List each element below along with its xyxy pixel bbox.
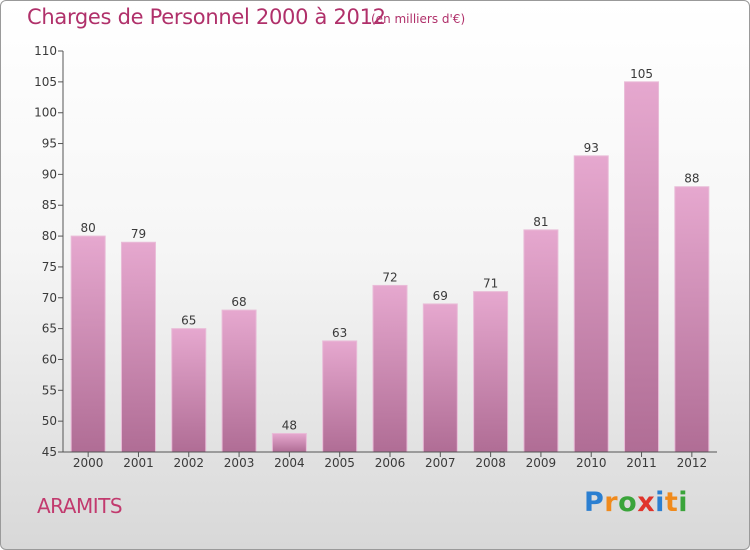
logo-letter: P <box>584 487 605 518</box>
logo-letter: t <box>664 487 679 518</box>
chart-title: Charges de Personnel 2000 à 2012 <box>27 5 386 29</box>
logo-letter: x <box>637 487 656 518</box>
chart-subtitle: (en milliers d'€) <box>371 12 466 26</box>
y-tick-label: 60 <box>42 352 57 366</box>
bar-value-label: 48 <box>282 418 297 432</box>
bar <box>271 432 307 453</box>
y-tick-label: 95 <box>42 137 57 151</box>
bar-value-label: 80 <box>81 221 96 235</box>
logo-letter: o <box>618 487 638 518</box>
y-tick-label: 75 <box>42 260 57 274</box>
y-tick-label: 105 <box>34 75 57 89</box>
y-tick-label: 65 <box>42 322 57 336</box>
x-axis: 2000 2001 2002 2003 2004 2005 2006 2007 2008 2009… <box>63 451 717 470</box>
bar-value-label: 72 <box>382 270 397 284</box>
bar-value-label: 71 <box>483 277 498 291</box>
y-tick-label: 80 <box>42 229 57 243</box>
bar-value-label: 79 <box>131 227 146 241</box>
bar <box>523 229 559 453</box>
x-tick-label: 2001 <box>123 456 154 470</box>
x-tick-label: 2000 <box>73 456 104 470</box>
bar <box>70 235 106 453</box>
y-tick-label: 90 <box>42 167 57 181</box>
bar <box>573 155 609 453</box>
bar-value-label: 69 <box>433 289 448 303</box>
y-tick-label: 45 <box>42 445 57 459</box>
y-tick-label: 100 <box>34 106 57 120</box>
bar <box>674 186 710 453</box>
proxiti-logo: Proxiti <box>584 487 688 518</box>
y-tick-label: 50 <box>42 414 57 428</box>
x-tick-label: 2010 <box>576 456 607 470</box>
x-tick-label: 2006 <box>375 456 406 470</box>
y-tick-label: 85 <box>42 198 57 212</box>
bars: 80 79 65 68 48 63 72 69 71 81 93 105 88 <box>70 67 710 453</box>
x-tick-label: 2008 <box>475 456 506 470</box>
logo-letter: r <box>604 487 619 518</box>
x-tick-label: 2009 <box>526 456 557 470</box>
bar <box>322 340 358 453</box>
x-tick-label: 2005 <box>324 456 355 470</box>
bar <box>221 309 257 453</box>
x-tick-label: 2003 <box>224 456 255 470</box>
bar-value-label: 93 <box>584 141 599 155</box>
bar <box>372 284 408 453</box>
logo-letter: i <box>678 487 689 518</box>
bar <box>171 328 207 453</box>
y-tick-label: 110 <box>34 44 57 58</box>
bar <box>624 81 660 453</box>
x-tick-label: 2011 <box>626 456 657 470</box>
y-tick-label: 70 <box>42 291 57 305</box>
y-tick-label: 55 <box>42 383 57 397</box>
bar-value-label: 68 <box>231 295 246 309</box>
commune-name: ARAMITS <box>37 494 123 518</box>
bar-value-label: 65 <box>181 314 196 328</box>
x-tick-label: 2007 <box>425 456 456 470</box>
y-axis: 45 50 55 60 65 70 75 80 85 90 95 100 105 110 <box>34 44 64 459</box>
bar <box>473 291 509 453</box>
bar-value-label: 105 <box>630 67 653 81</box>
x-tick-label: 2012 <box>677 456 708 470</box>
x-tick-label: 2002 <box>173 456 204 470</box>
bar <box>120 241 156 453</box>
bar <box>422 303 458 453</box>
x-tick-label: 2004 <box>274 456 305 470</box>
bar-value-label: 88 <box>684 172 699 186</box>
bar-value-label: 81 <box>533 215 548 229</box>
logo-letter: i <box>655 487 665 518</box>
bar-value-label: 63 <box>332 326 347 340</box>
